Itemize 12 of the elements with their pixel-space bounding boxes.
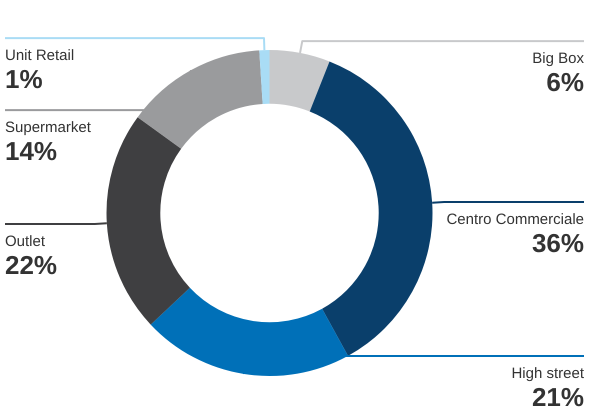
- data-label: 14%: [5, 136, 58, 166]
- data-label: 36%: [532, 228, 584, 258]
- slice-label: Centro Commerciale: [446, 211, 584, 228]
- slice-label: Supermarket: [5, 119, 92, 136]
- data-label: 22%: [5, 250, 58, 280]
- slice-label: High street: [511, 365, 585, 382]
- slice-label: Outlet: [5, 232, 46, 250]
- slice-label: Unit Retail: [5, 47, 74, 64]
- slice-label: Big Box: [532, 50, 584, 68]
- data-label: 6%: [546, 67, 584, 98]
- data-label: 21%: [532, 382, 584, 412]
- data-label: 1%: [5, 64, 43, 94]
